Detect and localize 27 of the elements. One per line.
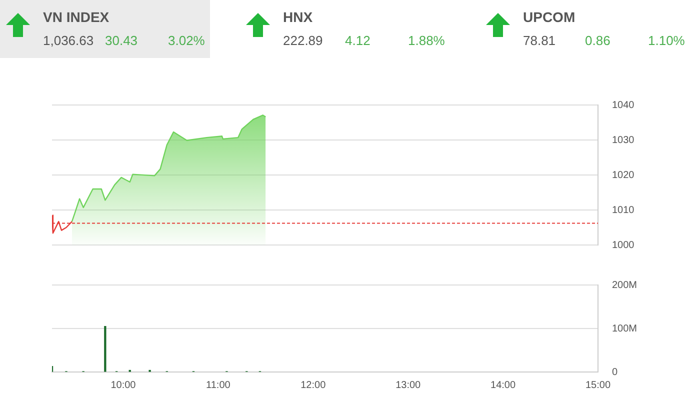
text: 3.02%	[168, 33, 205, 48]
text: 30.43	[105, 33, 138, 48]
x-tick-label: 14:00	[490, 380, 516, 391]
y-tick-label: 100M	[612, 323, 638, 334]
y-tick-label: 0	[612, 366, 618, 378]
text: 0.86	[585, 33, 610, 48]
y-tick-label: 200M	[612, 280, 638, 291]
y-tick-label: 1040	[612, 100, 635, 111]
x-tick-label: 10:00	[110, 380, 136, 391]
y-tick-label: 1030	[612, 134, 635, 146]
text: 78.81	[523, 33, 556, 48]
text: UPCOM	[523, 9, 576, 25]
x-tick-label: 12:00	[300, 380, 326, 391]
y-tick-label: 1020	[612, 170, 635, 181]
bar	[104, 326, 106, 372]
text: 222.89	[283, 33, 323, 48]
text: 1,036.63	[43, 33, 94, 48]
text: 1.88%	[408, 33, 445, 48]
y-tick-label: 1000	[612, 240, 635, 251]
y-tick-label: 1010	[612, 204, 635, 216]
x-tick-label: 15:00	[585, 380, 611, 391]
x-tick-label: 11:00	[206, 380, 231, 391]
x-tick-label: 13:00	[396, 380, 422, 391]
text: 1.10%	[648, 33, 685, 48]
text: VN INDEX	[43, 9, 110, 25]
text: HNX	[283, 9, 313, 25]
text: 4.12	[345, 33, 370, 48]
